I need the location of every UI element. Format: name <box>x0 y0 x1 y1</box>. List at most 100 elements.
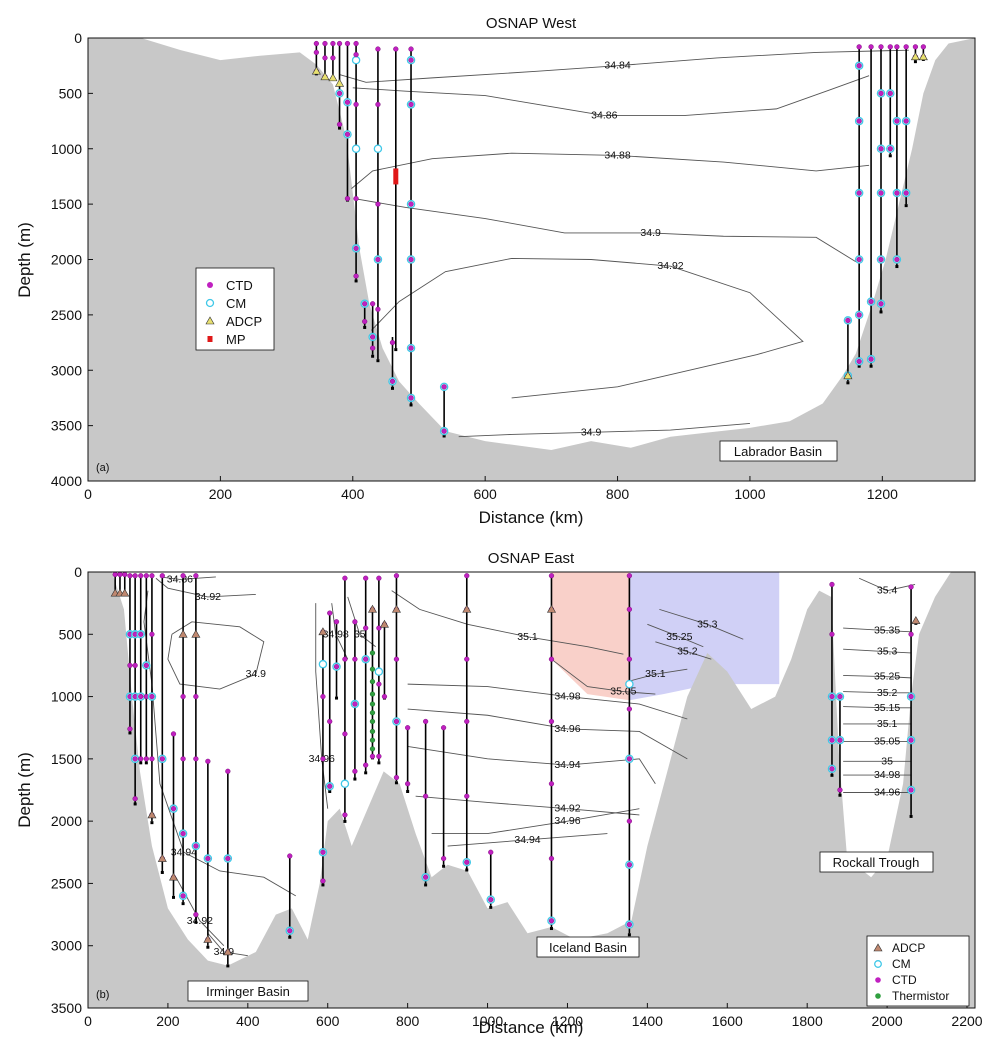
ctd-marker <box>548 573 555 579</box>
ctd-marker <box>327 718 333 725</box>
adcp-marker <box>918 52 928 61</box>
contour-label: 34.96 <box>554 815 580 827</box>
contour-label: 35.35 <box>874 625 900 637</box>
mooring-anchor <box>627 933 631 937</box>
contour-label: 34.9 <box>214 946 235 958</box>
ctd-marker <box>856 312 862 318</box>
ctd-marker <box>488 849 494 855</box>
legend-label: CTD <box>892 973 917 987</box>
ctd-marker <box>464 656 470 662</box>
contour-line <box>843 627 912 633</box>
ctd-marker <box>170 806 177 812</box>
contour-label: 34.86 <box>591 110 617 122</box>
legend-cm-symbol <box>874 960 882 968</box>
ctd-marker <box>149 693 155 700</box>
cm-marker <box>625 679 634 689</box>
ctd-marker <box>149 631 155 637</box>
ctd-marker <box>393 46 399 52</box>
ctd-marker <box>868 356 874 362</box>
contour-label: 35.1 <box>517 631 538 643</box>
contour-line <box>647 623 704 648</box>
contour-line <box>431 808 640 835</box>
y-tick-label: 2000 <box>51 252 82 268</box>
ctd-marker <box>408 395 414 401</box>
ctd-marker <box>344 40 351 47</box>
x-tick-label: 400 <box>341 486 365 502</box>
ctd-marker <box>894 118 900 124</box>
panel-a: 34.84 34.86 34.88 34.9 34.92 34.9 0 200 400 600 8… <box>15 15 976 527</box>
legend-adcp-symbol <box>873 943 883 952</box>
cm-marker <box>351 144 361 153</box>
ctd-marker <box>159 756 165 762</box>
ctd-marker <box>138 573 144 579</box>
contour-label: 35.05 <box>874 735 900 747</box>
ctd-marker <box>336 40 343 47</box>
ctd-marker <box>408 256 414 263</box>
mooring-anchor <box>904 204 908 208</box>
ctd-marker <box>548 781 555 787</box>
x-tick-label: 2000 <box>872 1013 903 1029</box>
ctd-marker <box>132 796 138 802</box>
ctd-marker <box>878 256 884 263</box>
cm-marker <box>373 144 383 153</box>
x-tick-label: 1200 <box>552 1013 583 1029</box>
ctd-marker <box>336 121 343 127</box>
ctd-marker <box>856 63 862 69</box>
ctd-marker <box>829 693 835 700</box>
mooring-anchor <box>363 325 367 329</box>
ctd-marker <box>313 49 319 55</box>
contour-line <box>407 708 688 760</box>
ctd-marker <box>363 625 369 631</box>
contour-label: 35.2 <box>677 646 698 658</box>
mooring-anchor <box>343 819 347 823</box>
adcp-marker <box>320 72 330 81</box>
thermistor-marker <box>369 728 376 735</box>
ctd-marker <box>336 90 343 96</box>
ctd-marker <box>856 118 862 124</box>
ctd-marker <box>149 756 155 762</box>
contour-line <box>407 745 656 785</box>
contour-label: 34.96 <box>874 786 900 798</box>
ctd-marker <box>327 610 333 616</box>
contour-label: 35.2 <box>877 687 898 699</box>
ctd-marker <box>903 44 909 50</box>
adcp-marker <box>462 604 472 613</box>
contour-line <box>655 641 712 660</box>
ctd-marker <box>903 190 909 196</box>
legend-label: MP <box>226 332 246 347</box>
ctd-marker <box>362 318 368 325</box>
ctd-marker <box>389 339 396 346</box>
contour-label: 34.98 <box>874 769 900 781</box>
contour-label: 35.15 <box>874 702 900 714</box>
ctd-marker <box>912 44 919 50</box>
ctd-marker <box>548 718 555 725</box>
x-tick-label: 400 <box>236 1013 260 1029</box>
thermistor-marker <box>369 666 376 672</box>
ctd-marker <box>320 878 326 884</box>
contour-line <box>347 596 376 648</box>
ctd-marker <box>548 656 555 662</box>
y-tick-label: 3000 <box>51 362 82 378</box>
mooring-anchor <box>206 945 210 949</box>
contour-line <box>447 833 608 847</box>
ctd-marker <box>829 581 835 588</box>
rockall-trough-box: Rockall Trough <box>819 851 934 873</box>
contour-label: 34.94 <box>554 759 580 771</box>
y-tick-label: 3000 <box>51 938 82 954</box>
mooring-anchor <box>442 434 446 438</box>
contour-label: 34.92 <box>554 803 580 815</box>
adcp-marker <box>157 853 167 862</box>
ctd-marker <box>342 575 348 581</box>
ctd-marker <box>408 46 414 52</box>
x-tick-label: 1200 <box>867 486 898 502</box>
ctd-marker <box>423 718 429 725</box>
ctd-marker <box>389 378 396 384</box>
ctd-marker <box>376 575 382 581</box>
ctd-marker <box>626 756 632 762</box>
ctd-marker <box>132 662 138 669</box>
ctd-marker <box>393 774 400 781</box>
contour-line <box>351 152 870 189</box>
contour-label: 34.9 <box>246 668 267 680</box>
ctd-marker <box>894 190 900 196</box>
